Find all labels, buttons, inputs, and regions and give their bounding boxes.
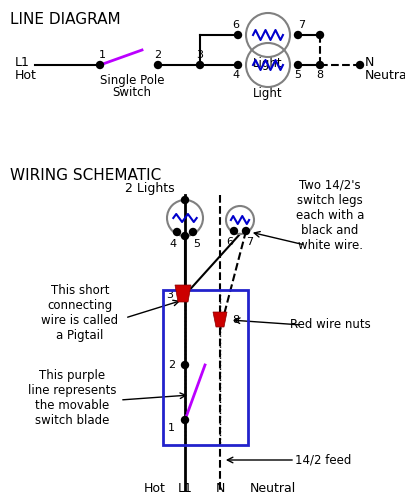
Text: 7: 7: [298, 20, 305, 30]
Text: 6: 6: [226, 237, 234, 247]
Text: WIRING SCHEMATIC: WIRING SCHEMATIC: [10, 168, 161, 183]
Text: Neutral: Neutral: [365, 68, 405, 81]
Text: Light: Light: [253, 56, 283, 69]
Text: 4: 4: [232, 70, 240, 80]
Polygon shape: [213, 312, 227, 327]
Circle shape: [181, 416, 188, 424]
Circle shape: [173, 228, 181, 235]
Text: L1: L1: [177, 481, 192, 494]
Circle shape: [181, 197, 188, 204]
Text: Two 14/2's
switch legs
each with a
black and
white wire.: Two 14/2's switch legs each with a black…: [296, 179, 364, 252]
Circle shape: [181, 362, 188, 369]
Text: Hot: Hot: [15, 68, 37, 81]
Circle shape: [234, 61, 241, 68]
Text: Switch: Switch: [113, 86, 151, 99]
Circle shape: [154, 61, 162, 68]
Circle shape: [230, 227, 237, 234]
Text: This short
connecting
wire is called
a Pigtail: This short connecting wire is called a P…: [41, 284, 119, 342]
Circle shape: [181, 232, 188, 239]
Text: 1: 1: [168, 423, 175, 433]
Text: Neutral: Neutral: [250, 481, 296, 494]
Text: L1: L1: [15, 55, 30, 68]
Text: Red wire nuts: Red wire nuts: [290, 318, 371, 331]
Text: 5: 5: [294, 70, 301, 80]
Text: 3: 3: [166, 290, 173, 300]
Text: N: N: [365, 55, 374, 68]
Text: 8: 8: [316, 70, 324, 80]
Text: This purple
line represents
the movable
switch blade: This purple line represents the movable …: [28, 369, 116, 427]
Text: N: N: [215, 481, 225, 494]
Bar: [163, 290, 248, 445]
Text: 1: 1: [98, 50, 105, 60]
Text: LINE DIAGRAM: LINE DIAGRAM: [10, 12, 121, 27]
Text: 5: 5: [194, 239, 200, 249]
Circle shape: [316, 32, 324, 39]
Circle shape: [234, 32, 241, 39]
Circle shape: [356, 61, 364, 68]
Circle shape: [294, 61, 301, 68]
Text: 6: 6: [232, 20, 239, 30]
Circle shape: [96, 61, 104, 68]
Text: 2: 2: [154, 50, 162, 60]
Text: 2: 2: [168, 360, 175, 370]
Polygon shape: [175, 285, 191, 302]
Circle shape: [196, 61, 203, 68]
Text: 2 Lights: 2 Lights: [126, 182, 175, 195]
Text: 8: 8: [232, 315, 239, 325]
Text: 3: 3: [196, 50, 203, 60]
Circle shape: [294, 32, 301, 39]
Circle shape: [190, 228, 196, 235]
Text: Light: Light: [253, 87, 283, 100]
Circle shape: [243, 227, 249, 234]
Circle shape: [316, 61, 324, 68]
Text: 14/2 feed: 14/2 feed: [295, 454, 351, 466]
Text: Hot: Hot: [144, 481, 166, 494]
Text: 4: 4: [169, 239, 177, 249]
Text: Single Pole: Single Pole: [100, 73, 164, 87]
Text: 7: 7: [246, 237, 254, 247]
